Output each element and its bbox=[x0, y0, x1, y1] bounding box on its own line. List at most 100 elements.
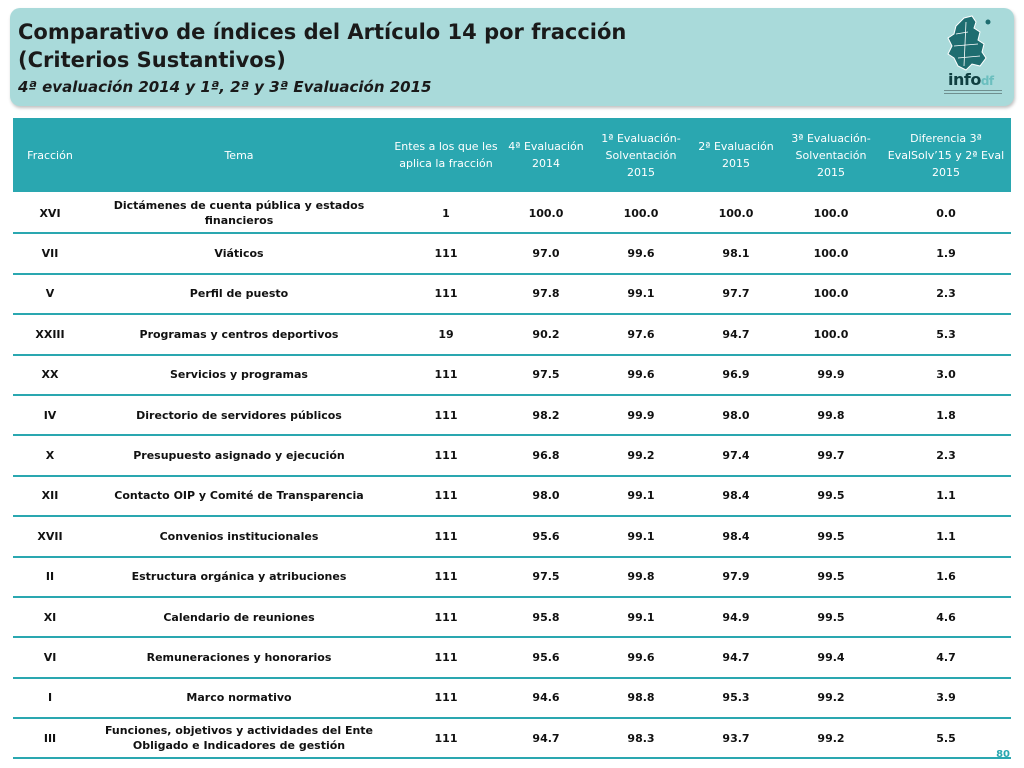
table-cell: 2.3 bbox=[881, 435, 1011, 477]
table-cell: 5.5 bbox=[881, 718, 1011, 760]
table-cell: 94.6 bbox=[501, 677, 591, 720]
title-line-2: (Criterios Sustantivos) bbox=[18, 48, 286, 72]
table-cell: 99.2 bbox=[781, 677, 881, 720]
table-cell: 1.6 bbox=[881, 556, 1011, 598]
table-cell: 99.5 bbox=[781, 556, 881, 598]
table-row: II Estructura orgánica y atribuciones 111 9… bbox=[13, 556, 1011, 598]
table-cell: II bbox=[13, 556, 87, 598]
table-cell: 94.7 bbox=[501, 718, 591, 760]
table-cell: 1.9 bbox=[881, 233, 1011, 275]
table-cell: XVII bbox=[13, 516, 87, 558]
table-cell: 98.4 bbox=[691, 516, 781, 558]
table-cell: Marco normativo bbox=[87, 677, 391, 720]
table-cell: 99.2 bbox=[591, 435, 691, 477]
table-cell: 90.2 bbox=[501, 314, 591, 356]
table-row: X Presupuesto asignado y ejecución 111 96.8… bbox=[13, 435, 1011, 477]
table-cell: 3.9 bbox=[881, 677, 1011, 720]
comparison-table: Fracción Tema Entes a los que les aplica l… bbox=[13, 118, 1011, 760]
table-row: VI Remuneraciones y honorarios 111 95.6 99.6… bbox=[13, 637, 1011, 679]
table-row: XVI Dictámenes de cuenta pública y estado… bbox=[13, 191, 1011, 235]
table-cell: 97.9 bbox=[691, 556, 781, 598]
table-cell: 5.3 bbox=[881, 314, 1011, 356]
column-header: Entes a los que les aplica la fracción bbox=[391, 118, 501, 193]
column-header: 4ª Evaluación 2014 bbox=[501, 118, 591, 193]
table-cell: 100.0 bbox=[781, 314, 881, 356]
table-cell: 99.7 bbox=[781, 435, 881, 477]
table-cell: 100.0 bbox=[591, 191, 691, 235]
table-cell: 100.0 bbox=[781, 191, 881, 235]
table-cell: 95.6 bbox=[501, 637, 591, 679]
table-cell: 111 bbox=[391, 677, 501, 720]
table-cell: 99.4 bbox=[781, 637, 881, 679]
table-cell: 111 bbox=[391, 596, 501, 639]
page-number: 80 bbox=[996, 749, 1010, 760]
table-cell: 97.0 bbox=[501, 233, 591, 275]
column-header: 3ª Evaluación- Solventación 2015 bbox=[781, 118, 881, 193]
table-cell: 99.5 bbox=[781, 596, 881, 639]
column-header: Fracción bbox=[13, 118, 87, 193]
table-cell: 97.4 bbox=[691, 435, 781, 477]
table-row: III Funciones, objetivos y actividades de… bbox=[13, 718, 1011, 760]
table-cell: Estructura orgánica y atribuciones bbox=[87, 556, 391, 598]
table-row: XXIII Programas y centros deportivos 19 90.… bbox=[13, 314, 1011, 356]
column-header: Tema bbox=[87, 118, 391, 193]
table-cell: I bbox=[13, 677, 87, 720]
table-cell: Viáticos bbox=[87, 233, 391, 275]
table-cell: 99.9 bbox=[591, 394, 691, 437]
table-cell: 100.0 bbox=[691, 191, 781, 235]
table-cell: 98.0 bbox=[691, 394, 781, 437]
table-cell: XVI bbox=[13, 191, 87, 235]
table-cell: 111 bbox=[391, 516, 501, 558]
table-cell: Servicios y programas bbox=[87, 354, 391, 396]
logo-tagline-lines bbox=[944, 90, 1002, 94]
table-cell: 97.8 bbox=[501, 273, 591, 316]
table-cell: 99.1 bbox=[591, 596, 691, 639]
column-header: 2ª Evaluación 2015 bbox=[691, 118, 781, 193]
table-cell: 1.1 bbox=[881, 516, 1011, 558]
table-cell: 111 bbox=[391, 637, 501, 679]
table-cell: 95.3 bbox=[691, 677, 781, 720]
table-row: XX Servicios y programas 111 97.5 99.6 96.9 99… bbox=[13, 354, 1011, 396]
table-cell: 111 bbox=[391, 556, 501, 598]
table-cell: 99.6 bbox=[591, 354, 691, 396]
table-cell: XII bbox=[13, 475, 87, 518]
infodf-logo: infodf bbox=[934, 14, 1004, 100]
table-cell: 93.7 bbox=[691, 718, 781, 760]
table-cell: 95.8 bbox=[501, 596, 591, 639]
table-row: VII Viáticos 111 97.0 99.6 98.1 100.0 1.9 bbox=[13, 233, 1011, 275]
table-cell: 98.4 bbox=[691, 475, 781, 518]
table-cell: 94.9 bbox=[691, 596, 781, 639]
table-body: XVI Dictámenes de cuenta pública y estado… bbox=[13, 191, 1011, 760]
table-cell: 99.5 bbox=[781, 475, 881, 518]
table-row: XI Calendario de reuniones 111 95.8 99.1 94.9… bbox=[13, 596, 1011, 639]
table-cell: 99.1 bbox=[591, 516, 691, 558]
table-cell: 98.3 bbox=[591, 718, 691, 760]
table-cell: 100.0 bbox=[501, 191, 591, 235]
table-cell: 99.1 bbox=[591, 273, 691, 316]
table-row: I Marco normativo 111 94.6 98.8 95.3 99.2 3.9 bbox=[13, 677, 1011, 720]
table-cell: 99.6 bbox=[591, 637, 691, 679]
table-cell: 111 bbox=[391, 354, 501, 396]
table-cell: 97.5 bbox=[501, 354, 591, 396]
table-cell: 97.5 bbox=[501, 556, 591, 598]
table-cell: V bbox=[13, 273, 87, 316]
table-cell: 99.2 bbox=[781, 718, 881, 760]
table-cell: 94.7 bbox=[691, 637, 781, 679]
table-cell: 97.7 bbox=[691, 273, 781, 316]
table-cell: 99.5 bbox=[781, 516, 881, 558]
title-line-1: Comparativo de índices del Artículo 14 p… bbox=[18, 20, 627, 44]
table-cell: 100.0 bbox=[781, 273, 881, 316]
table-cell: 99.6 bbox=[591, 233, 691, 275]
table-cell: Calendario de reuniones bbox=[87, 596, 391, 639]
table-cell: 97.6 bbox=[591, 314, 691, 356]
table-cell: 111 bbox=[391, 273, 501, 316]
table-cell: 98.0 bbox=[501, 475, 591, 518]
table-cell: 100.0 bbox=[781, 233, 881, 275]
table-cell: 96.9 bbox=[691, 354, 781, 396]
table-cell: XXIII bbox=[13, 314, 87, 356]
table-cell: 99.8 bbox=[591, 556, 691, 598]
table-cell: 111 bbox=[391, 394, 501, 437]
table-cell: 2.3 bbox=[881, 273, 1011, 316]
map-icon bbox=[947, 15, 991, 71]
table-cell: Perfil de puesto bbox=[87, 273, 391, 316]
